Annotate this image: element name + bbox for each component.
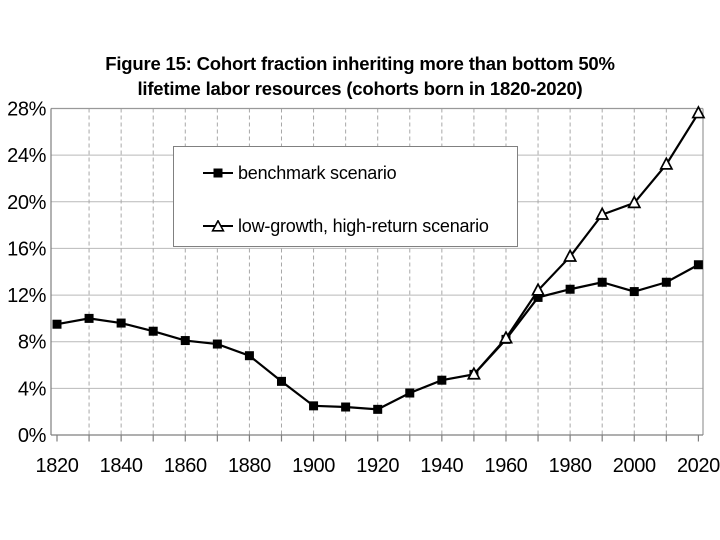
lowgrowth-point-marker — [659, 156, 674, 170]
chart-title-line1: Figure 15: Cohort fraction inheriting mo… — [105, 53, 615, 74]
x-axis-tick-label: 1880 — [228, 455, 271, 477]
benchmark-point-marker — [565, 284, 575, 294]
filled-square-icon — [203, 168, 233, 178]
lowgrowth-point-marker — [531, 282, 546, 296]
y-axis-tick-label: 12% — [7, 285, 46, 307]
benchmark-point-marker — [373, 404, 383, 414]
x-axis-tick-label: 2020 — [677, 455, 720, 477]
chart-title-line2: lifetime labor resources (cohorts born i… — [137, 78, 583, 99]
x-axis-tick-label: 1840 — [100, 455, 143, 477]
benchmark-point-marker — [276, 376, 286, 386]
benchmark-point-marker — [148, 326, 158, 336]
benchmark-point-marker — [405, 388, 415, 398]
benchmark-point-marker — [693, 260, 703, 270]
y-axis-tick-label: 4% — [18, 378, 47, 400]
benchmark-point-marker — [533, 292, 543, 302]
x-axis-tick-label: 1860 — [164, 455, 207, 477]
benchmark-point-marker — [629, 287, 639, 297]
y-axis-tick-label: 16% — [7, 238, 46, 260]
lowgrowth-point-marker — [466, 366, 481, 380]
x-axis-tick-label: 1900 — [292, 455, 335, 477]
benchmark-point-marker — [309, 401, 319, 411]
y-axis-tick-label: 20% — [7, 192, 46, 214]
benchmark-point-marker — [244, 351, 254, 361]
x-axis-tick-label: 1920 — [356, 455, 399, 477]
legend-item-label: low-growth, high-return scenario — [238, 215, 489, 236]
legend-item-label: benchmark scenario — [238, 162, 397, 183]
benchmark-point-marker — [180, 336, 190, 346]
lowgrowth-point-marker — [563, 248, 578, 262]
benchmark-point-marker — [661, 277, 671, 287]
x-axis-tick-label: 1940 — [420, 455, 463, 477]
x-axis-tick-label: 2000 — [613, 455, 656, 477]
y-axis-tick-label: 24% — [7, 145, 46, 167]
legend-item-lowgrowth: low-growth, high-return scenario — [203, 216, 489, 236]
open-triangle-icon — [203, 220, 233, 232]
y-axis-tick-label: 28% — [7, 99, 46, 121]
y-axis-tick-label: 8% — [18, 332, 47, 354]
benchmark-point-marker — [84, 313, 94, 323]
benchmark-point-marker — [437, 375, 447, 385]
benchmark-point-marker — [52, 319, 62, 329]
lowgrowth-point-marker — [595, 206, 610, 220]
benchmark-point-marker — [341, 402, 351, 412]
x-axis-tick-label: 1960 — [485, 455, 528, 477]
lowgrowth-series-line — [473, 112, 700, 376]
benchmark-point-marker — [597, 277, 607, 287]
benchmark-point-marker — [212, 339, 222, 349]
lowgrowth-point-marker — [627, 194, 642, 209]
legend-item-benchmark: benchmark scenario — [203, 162, 397, 183]
x-axis-tick-label: 1980 — [549, 455, 592, 477]
y-axis-tick-label: 0% — [18, 425, 47, 447]
benchmark-point-marker — [116, 318, 126, 328]
x-axis-tick-label: 1820 — [36, 455, 79, 477]
lowgrowth-point-marker — [691, 105, 706, 119]
legend: benchmark scenario low-growth, high-retu… — [173, 146, 518, 247]
lowgrowth-point-marker — [498, 330, 513, 344]
